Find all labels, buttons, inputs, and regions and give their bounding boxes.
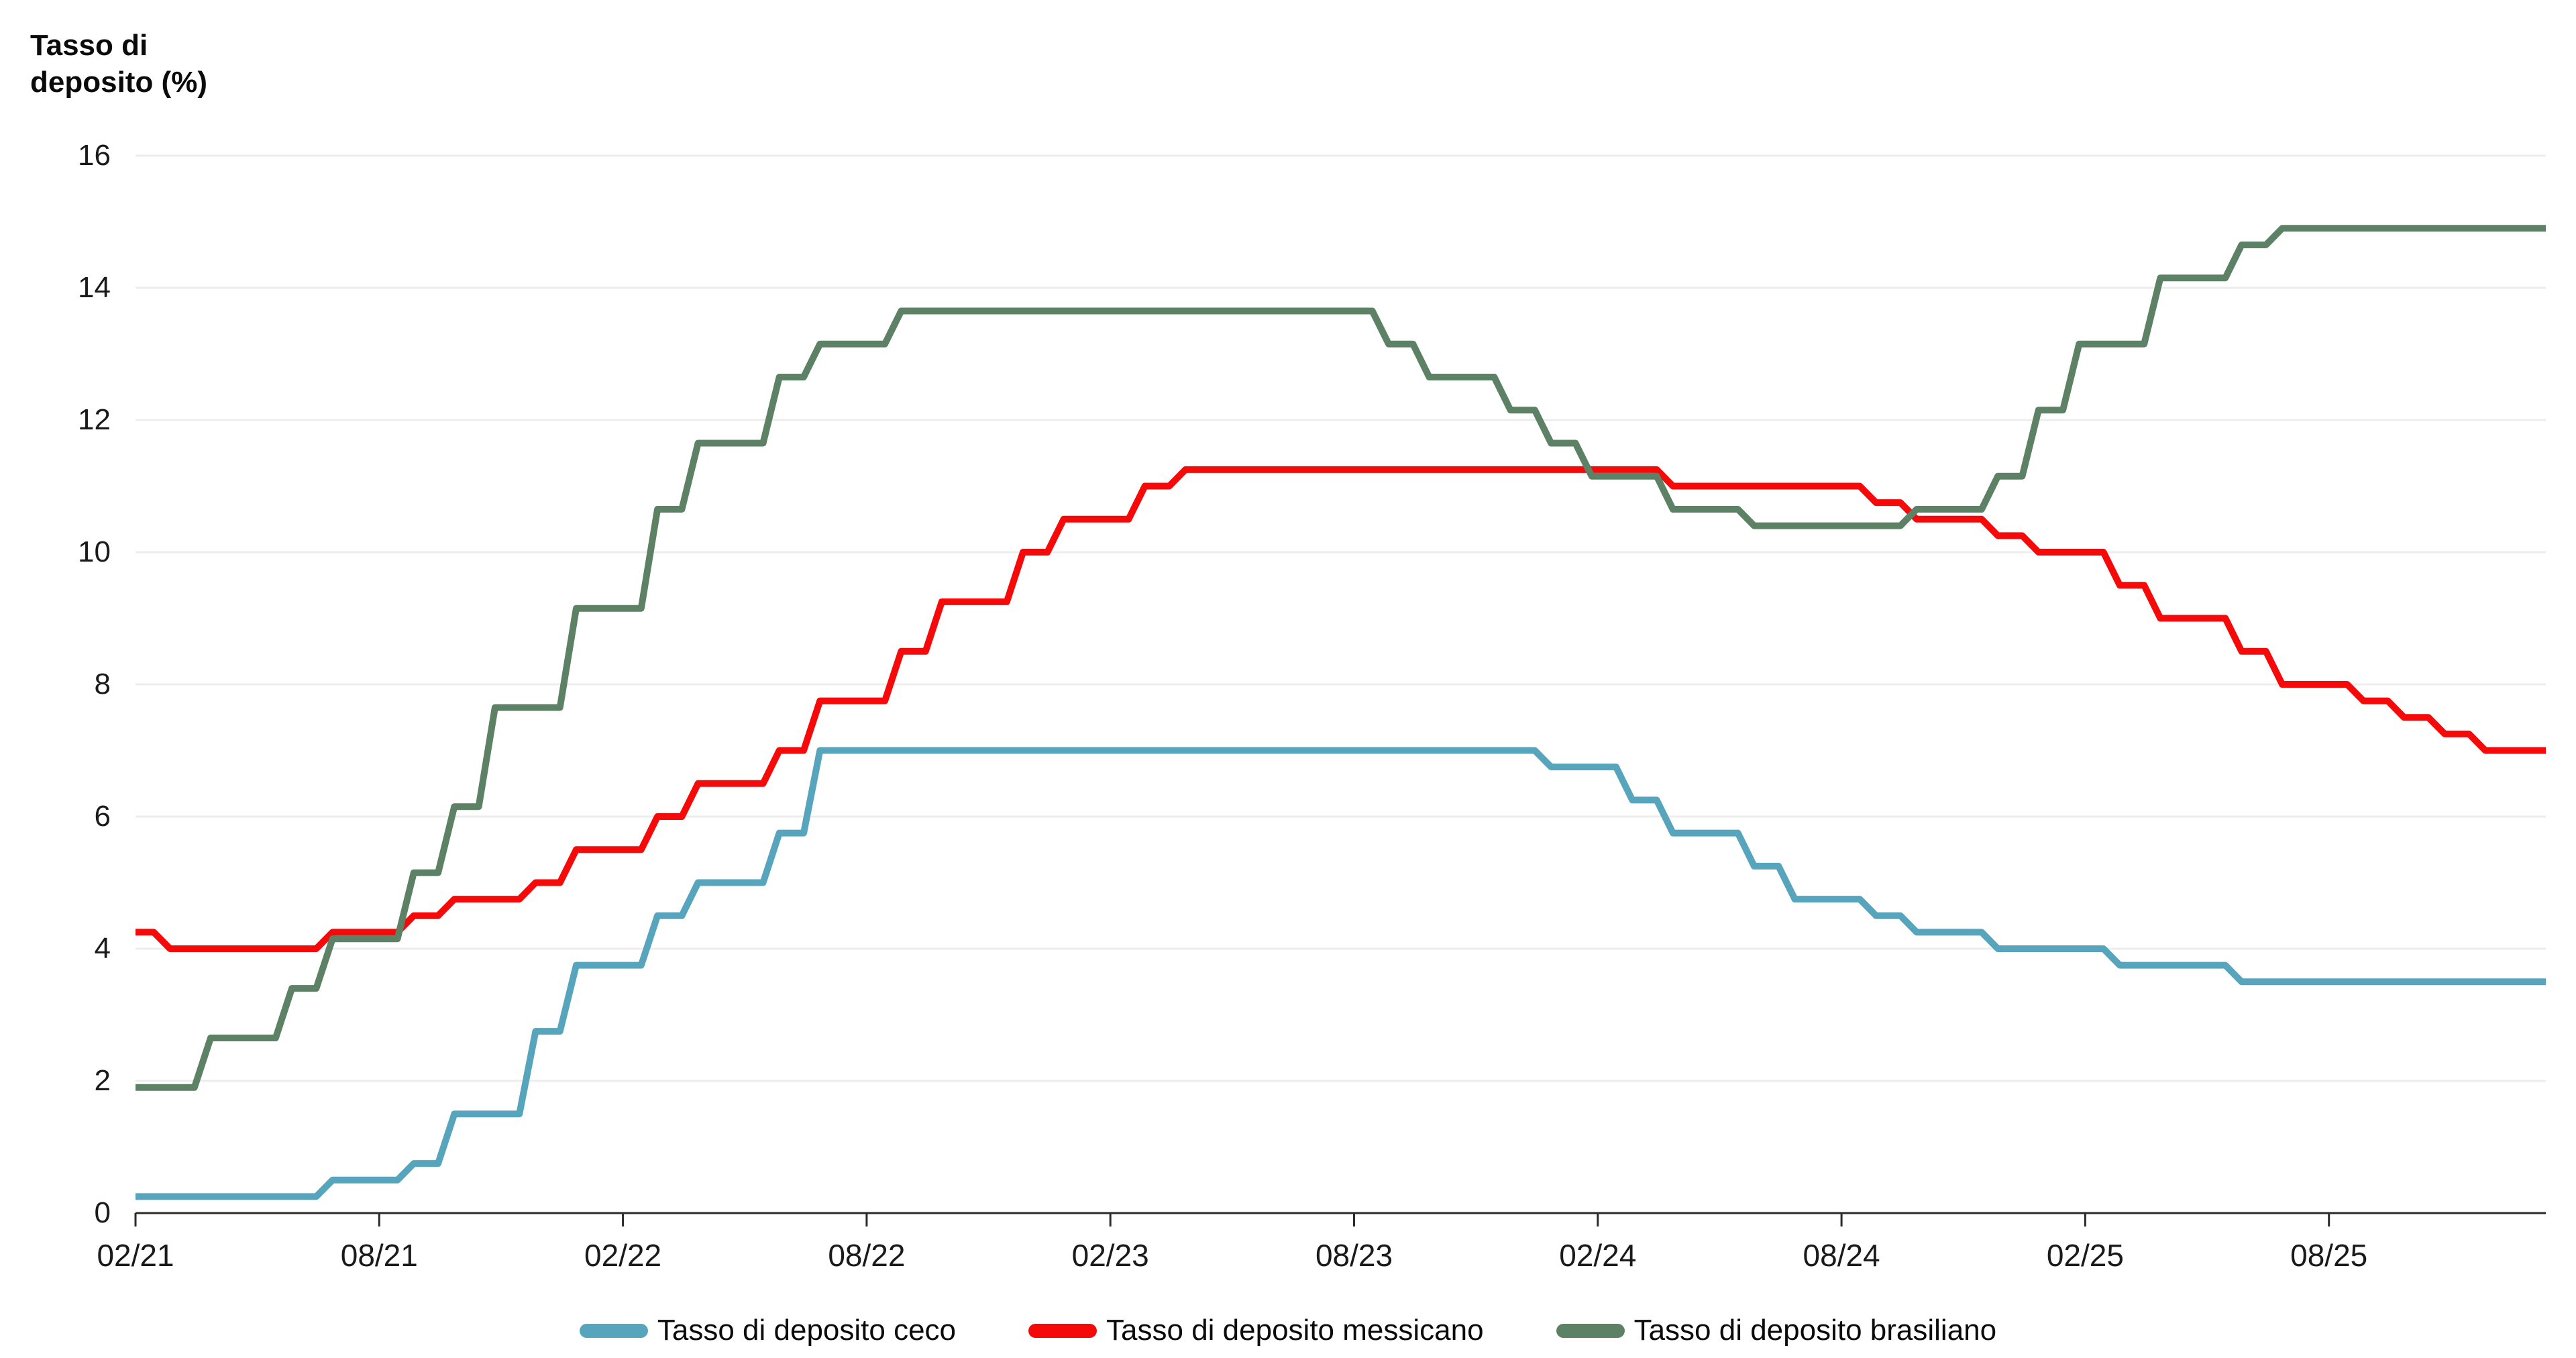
legend-swatch-messicano-icon [1028,1323,1097,1338]
legend: Tasso di deposito ceco Tasso di deposito… [0,1307,2576,1354]
x-tick-label-02-24: 02/24 [1559,1238,1637,1273]
y-tick-label-4: 4 [94,932,111,965]
y-tick-label-2: 2 [94,1064,111,1097]
x-tick-label-08-24: 08/24 [1803,1238,1880,1273]
y-tick-label-8: 8 [94,668,111,700]
y-tick-label-10: 10 [78,535,111,568]
legend-item-ceco[interactable]: Tasso di deposito ceco [579,1314,957,1347]
series-line-1 [136,466,2546,952]
legend-swatch-ceco-icon [579,1323,648,1338]
x-tick-label-08-22: 08/22 [828,1238,906,1273]
legend-label-messicano: Tasso di deposito messicano [1106,1314,1484,1347]
x-tick-label-08-21: 08/21 [340,1238,418,1273]
y-axis-title-line-2: deposito (%) [30,66,207,99]
series-line-0 [136,747,2546,1200]
x-tick-label-02-21: 02/21 [97,1238,174,1273]
gridlines [136,154,2546,1082]
x-tick-label-02-25: 02/25 [2046,1238,2124,1273]
series-line-2 [136,225,2546,1091]
legend-item-messicano[interactable]: Tasso di deposito messicano [1028,1314,1484,1347]
x-axis-ticks [134,1213,2330,1226]
y-axis-title: Tasso di deposito (%) [30,27,207,101]
y-axis-title-line-1: Tasso di [30,29,148,62]
x-tick-label-08-23: 08/23 [1315,1238,1393,1273]
legend-item-brasiliano[interactable]: Tasso di deposito brasiliano [1556,1314,1997,1347]
y-tick-label-6: 6 [94,800,111,833]
legend-swatch-brasiliano-icon [1556,1323,1625,1338]
legend-label-ceco: Tasso di deposito ceco [657,1314,957,1347]
y-tick-label-0: 0 [94,1196,111,1229]
y-tick-label-14: 14 [78,271,111,304]
x-tick-label-02-22: 02/22 [584,1238,662,1273]
legend-label-brasiliano: Tasso di deposito brasiliano [1633,1314,1997,1347]
x-tick-label-08-25: 08/25 [2290,1238,2368,1273]
y-tick-label-16: 16 [78,139,111,172]
x-tick-label-02-23: 02/23 [1071,1238,1149,1273]
y-tick-label-12: 12 [78,403,111,436]
